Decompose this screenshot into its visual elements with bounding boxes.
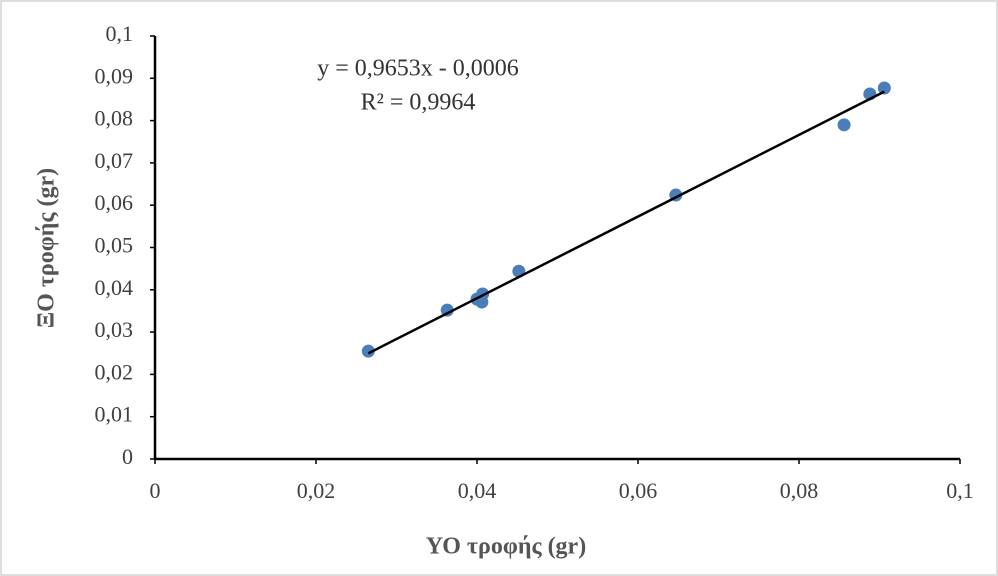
x-tick-label: 0,06 (619, 478, 658, 503)
point (877, 81, 891, 95)
y-tick-label: 0,08 (95, 106, 134, 131)
x-tick-label: 0,1 (946, 478, 974, 503)
y-tick-label: 0,04 (95, 275, 134, 300)
y-tick-label: 0,1 (106, 21, 134, 46)
x-tick-label: 0,02 (297, 478, 336, 503)
point (837, 118, 851, 132)
y-tick-label: 0,06 (95, 190, 134, 215)
y-tick-label: 0,03 (95, 317, 134, 342)
x-axis-title: ΥΟ τροφής (gr) (426, 534, 586, 560)
y-tick-label: 0,01 (95, 402, 134, 427)
trendline (367, 90, 885, 355)
y-tick-label: 0,07 (95, 148, 134, 173)
y-tick-label: 0,02 (95, 359, 134, 384)
trendline-r2: R² = 0,9964 (361, 90, 476, 116)
x-tick-label: 0,04 (458, 478, 497, 503)
y-tick-label: 0,05 (95, 233, 134, 258)
point (475, 295, 489, 309)
point (361, 344, 375, 358)
x-tick-label: 0 (150, 478, 161, 503)
y-tick-label: 0 (122, 444, 133, 469)
x-tick-label: 0,08 (780, 478, 819, 503)
point (440, 303, 454, 317)
y-tick-label: 0,09 (95, 63, 134, 88)
trendline-equation: y = 0,9653x - 0,0006 (317, 56, 519, 82)
y-axis-title: ΞΟ τροφής (gr) (34, 168, 60, 328)
